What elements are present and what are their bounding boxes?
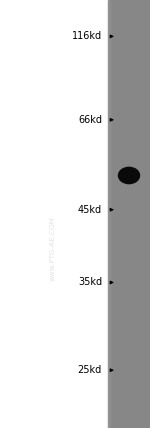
Text: 45kd: 45kd	[78, 205, 102, 215]
Ellipse shape	[118, 167, 140, 184]
Text: 25kd: 25kd	[78, 365, 102, 375]
Text: 66kd: 66kd	[78, 115, 102, 125]
Text: 116kd: 116kd	[72, 31, 102, 42]
Text: www.PTG-AE.COM: www.PTG-AE.COM	[50, 216, 56, 281]
Text: 35kd: 35kd	[78, 277, 102, 288]
Bar	[108, 0, 150, 428]
